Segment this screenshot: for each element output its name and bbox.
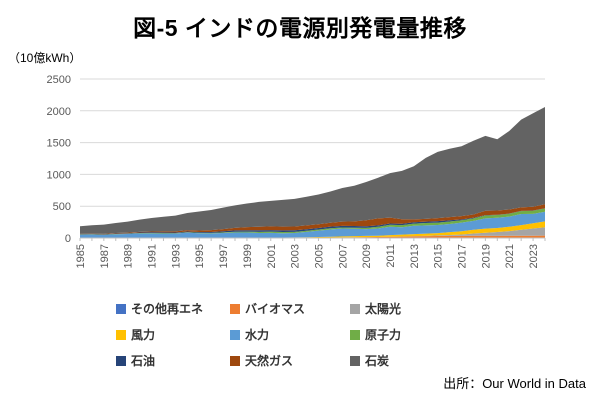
legend-item-biomass: バイオマス (230, 300, 350, 317)
svg-text:0: 0 (65, 233, 71, 245)
y-axis-labels: 0 500 1000 1500 2000 2500 (47, 74, 71, 245)
coal-swatch-icon (350, 355, 360, 366)
x-axis (79, 237, 546, 241)
svg-text:500: 500 (53, 201, 71, 213)
svg-text:2021: 2021 (504, 244, 516, 268)
svg-text:1500: 1500 (47, 138, 71, 150)
chart-legend: その他再エネ バイオマス 太陽光 風力 水力 原子力 石油 天然ガス (116, 300, 462, 369)
legend-label: 水力 (245, 328, 270, 342)
svg-text:2003: 2003 (290, 244, 302, 268)
oil-swatch-icon (116, 355, 126, 366)
y-axis-unit-label: （10億kWh） (8, 51, 82, 65)
svg-text:1999: 1999 (242, 244, 254, 268)
legend-item-wind: 風力 (116, 326, 230, 343)
natural-gas-swatch-icon (230, 355, 240, 366)
legend-label: 天然ガス (245, 354, 294, 368)
source-attribution: 出所：Our World in Data (443, 376, 586, 391)
area-nuclear (80, 208, 545, 236)
svg-text:1995: 1995 (194, 244, 206, 268)
chart-title: 図-5 インドの電源別発電量推移 (133, 15, 467, 41)
solar-swatch-icon (350, 303, 360, 314)
area-biomass (80, 235, 545, 238)
svg-text:2009: 2009 (361, 244, 373, 268)
svg-text:2007: 2007 (337, 244, 349, 268)
legend-label: 石油 (131, 354, 156, 368)
svg-text:1991: 1991 (147, 244, 159, 268)
area-natural-gas (80, 204, 545, 235)
legend-item-other-renewables: その他再エネ (116, 300, 230, 317)
area-hydro (80, 211, 545, 238)
legend-label: 太陽光 (365, 302, 402, 316)
svg-text:2015: 2015 (433, 244, 445, 268)
svg-text:1997: 1997 (218, 244, 230, 268)
x-axis-labels: 1985 1987 1989 1991 1993 1995 1997 1999 2001 2003… (75, 244, 540, 268)
wind-swatch-icon (116, 329, 126, 340)
svg-text:1989: 1989 (123, 244, 135, 268)
area-oil (80, 208, 545, 235)
svg-text:2500: 2500 (47, 74, 71, 86)
svg-text:2005: 2005 (313, 244, 325, 268)
area-coal (80, 106, 545, 234)
legend-item-natural-gas: 天然ガス (230, 352, 350, 369)
svg-text:2000: 2000 (47, 106, 71, 118)
legend-item-oil: 石油 (116, 352, 230, 369)
stacked-areas (80, 106, 545, 238)
svg-text:1000: 1000 (47, 169, 71, 181)
svg-text:2001: 2001 (266, 244, 278, 268)
legend-label: 風力 (131, 328, 156, 342)
svg-text:1985: 1985 (75, 244, 87, 268)
other-renewables-swatch-icon (116, 303, 126, 314)
legend-label: バイオマス (245, 302, 306, 316)
nuclear-swatch-icon (350, 329, 360, 340)
legend-label: その他再エネ (131, 302, 204, 316)
biomass-swatch-icon (230, 303, 240, 314)
svg-text:2023: 2023 (528, 244, 540, 268)
legend-item-coal: 石炭 (350, 352, 462, 369)
svg-text:1993: 1993 (170, 244, 182, 268)
legend-item-nuclear: 原子力 (350, 326, 462, 343)
svg-text:2019: 2019 (480, 244, 492, 268)
svg-text:2017: 2017 (457, 244, 469, 268)
legend-item-solar: 太陽光 (350, 300, 462, 317)
svg-text:2011: 2011 (385, 244, 397, 268)
legend-label: 石炭 (365, 354, 390, 368)
hydro-swatch-icon (230, 329, 240, 340)
legend-item-hydro: 水力 (230, 326, 350, 343)
svg-text:2013: 2013 (409, 244, 421, 268)
legend-label: 原子力 (365, 328, 402, 342)
area-wind (80, 221, 545, 238)
svg-text:1987: 1987 (99, 244, 111, 268)
